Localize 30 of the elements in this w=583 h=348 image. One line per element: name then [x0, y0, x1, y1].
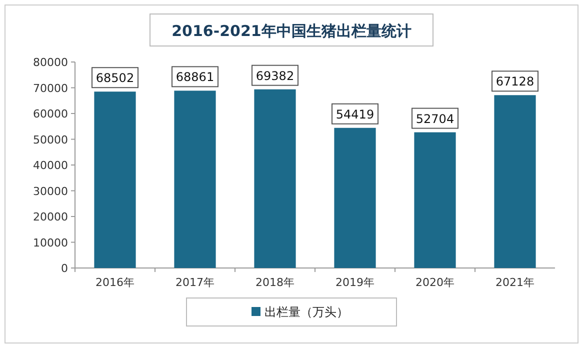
x-tick-label: 2018年	[256, 276, 294, 289]
bar	[334, 128, 376, 268]
bar	[414, 132, 456, 268]
x-tick-label: 2019年	[336, 276, 374, 289]
y-tick-label: 0	[61, 262, 68, 275]
y-tick-label: 50000	[33, 133, 68, 146]
legend: 出栏量（万头）	[186, 298, 397, 326]
y-tick-label: 10000	[33, 236, 68, 250]
y-tick-label: 40000	[33, 159, 68, 172]
y-tick-label: 70000	[33, 82, 68, 95]
data-label: 68502	[96, 71, 134, 86]
x-tick-label: 2017年	[176, 276, 214, 289]
title: 2016-2021年中国生猪出栏量统计	[172, 22, 412, 40]
x-tick-label: 2016年	[96, 276, 134, 289]
bar	[254, 89, 296, 268]
bar	[174, 90, 216, 268]
y-tick-label: 30000	[33, 184, 68, 198]
data-label: 69382	[256, 68, 294, 83]
x-tick-label: 2021年	[496, 276, 534, 289]
y-tick-label: 60000	[33, 108, 68, 120]
data-label: 52704	[416, 112, 454, 126]
bar	[94, 92, 136, 268]
x-tick-label: 2020年	[416, 276, 454, 289]
legend-label: 出栏量（万头）	[264, 305, 348, 319]
data-label: 67128	[496, 74, 534, 89]
data-label: 68861	[176, 70, 214, 84]
data-label: 54419	[336, 107, 374, 122]
bar	[494, 95, 536, 268]
y-tick-label: 80000	[33, 56, 68, 69]
y-tick-label: 20000	[33, 210, 68, 224]
